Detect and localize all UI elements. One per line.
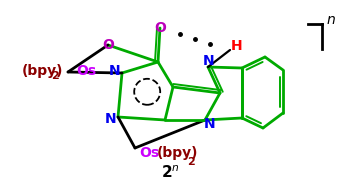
- Text: 2: 2: [187, 157, 195, 167]
- Text: N: N: [203, 54, 215, 68]
- Text: O: O: [102, 38, 114, 52]
- Text: N: N: [109, 64, 121, 78]
- Text: $\mathbf{2}^{\mathit{n}}$: $\mathbf{2}^{\mathit{n}}$: [161, 165, 179, 181]
- Text: O: O: [154, 21, 166, 35]
- Text: H: H: [231, 39, 243, 53]
- Text: $\mathit{n}$: $\mathit{n}$: [326, 13, 336, 27]
- Text: Os: Os: [76, 64, 96, 78]
- Text: Os: Os: [139, 146, 159, 160]
- Text: 2: 2: [51, 71, 59, 81]
- Text: (bpy): (bpy): [22, 64, 63, 78]
- Text: N: N: [204, 117, 216, 131]
- Text: N: N: [105, 112, 117, 126]
- Text: (bpy): (bpy): [157, 146, 198, 160]
